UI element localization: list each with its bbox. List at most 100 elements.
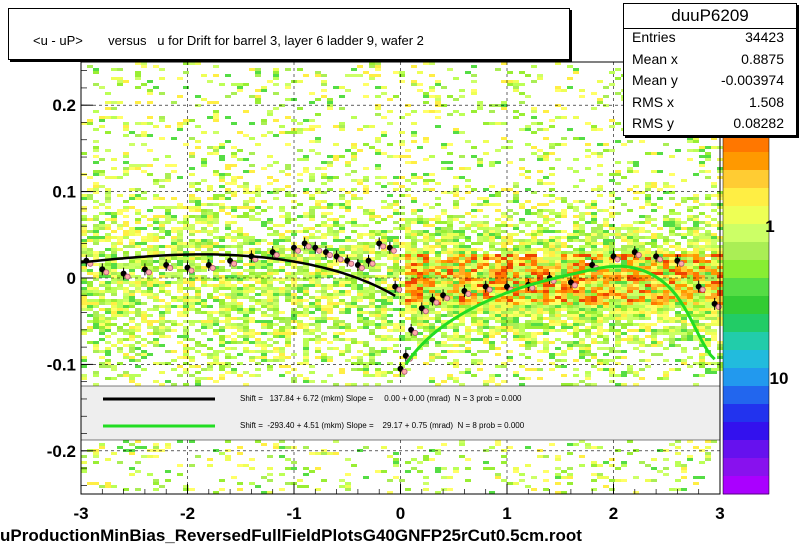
heatmap-cell: [393, 290, 399, 293]
heatmap-cell: [219, 302, 225, 305]
heatmap-cell: [489, 329, 495, 332]
heatmap-cell: [681, 317, 687, 320]
heatmap-cell: [507, 242, 513, 245]
heatmap-cell: [405, 299, 411, 302]
heatmap-cell: [585, 287, 591, 290]
heatmap-cell: [297, 296, 303, 299]
heatmap-cell: [531, 326, 537, 329]
heatmap-cell: [249, 197, 255, 200]
heatmap-cell: [159, 206, 165, 209]
heatmap-cell: [687, 158, 693, 161]
heatmap-cell: [321, 452, 327, 455]
heatmap-cell: [651, 185, 657, 188]
heatmap-cell: [603, 305, 609, 308]
heatmap-cell: [267, 314, 273, 317]
heatmap-cell: [489, 308, 495, 311]
heatmap-cell: [231, 296, 237, 299]
heatmap-cell: [579, 278, 585, 281]
heatmap-cell: [537, 209, 543, 212]
heatmap-cell: [405, 104, 411, 107]
heatmap-cell: [123, 230, 129, 233]
heatmap-cell: [111, 308, 117, 311]
heatmap-cell: [141, 227, 147, 230]
heatmap-cell: [423, 224, 429, 227]
heatmap-cell: [177, 323, 183, 326]
heatmap-cell: [471, 359, 477, 362]
heatmap-cell: [591, 332, 597, 335]
heatmap-cell: [561, 299, 567, 302]
heatmap-cell: [93, 374, 99, 377]
heatmap-cell: [123, 329, 129, 332]
heatmap-cell: [225, 293, 231, 296]
heatmap-cell: [663, 248, 669, 251]
heatmap-cell: [237, 305, 243, 308]
heatmap-cell: [507, 446, 513, 449]
heatmap-cell: [507, 71, 513, 74]
heatmap-cell: [237, 290, 243, 293]
heatmap-cell: [375, 326, 381, 329]
heatmap-cell: [405, 257, 411, 260]
heatmap-cell: [393, 296, 399, 299]
heatmap-cell: [207, 314, 213, 317]
heatmap-cell: [219, 206, 225, 209]
heatmap-cell: [411, 218, 417, 221]
heatmap-cell: [525, 188, 531, 191]
heatmap-cell: [615, 284, 621, 287]
heatmap-cell: [387, 257, 393, 260]
heatmap-cell: [399, 329, 405, 332]
heatmap-cell: [297, 122, 303, 125]
heatmap-cell: [231, 317, 237, 320]
heatmap-cell: [195, 296, 201, 299]
heatmap-cell: [237, 329, 243, 332]
heatmap-cell: [261, 122, 267, 125]
heatmap-cell: [537, 233, 543, 236]
heatmap-cell: [633, 383, 639, 386]
heatmap-cell: [669, 329, 675, 332]
heatmap-cell: [111, 263, 117, 266]
heatmap-cell: [93, 218, 99, 221]
heatmap-cell: [579, 320, 585, 323]
heatmap-cell: [471, 308, 477, 311]
heatmap-cell: [381, 86, 387, 89]
heatmap-cell: [303, 236, 309, 239]
heatmap-cell: [93, 278, 99, 281]
heatmap-cell: [87, 290, 93, 293]
heatmap-cell: [417, 446, 423, 449]
heatmap-cell: [465, 212, 471, 215]
heatmap-cell: [243, 383, 249, 386]
heatmap-cell: [189, 251, 195, 254]
heatmap-cell: [621, 299, 627, 302]
heatmap-cell: [309, 194, 315, 197]
heatmap-cell: [129, 311, 135, 314]
heatmap-cell: [549, 356, 555, 359]
heatmap-cell: [225, 326, 231, 329]
heatmap-cell: [501, 299, 507, 302]
heatmap-cell: [405, 281, 411, 284]
heatmap-cell: [543, 326, 549, 329]
heatmap-cell: [399, 284, 405, 287]
heatmap-cell: [225, 335, 231, 338]
heatmap-cell: [165, 326, 171, 329]
heatmap-cell: [669, 284, 675, 287]
heatmap-cell: [627, 341, 633, 344]
heatmap-cell: [681, 281, 687, 284]
heatmap-cell: [345, 149, 351, 152]
heatmap-cell: [189, 338, 195, 341]
heatmap-cell: [117, 305, 123, 308]
heatmap-cell: [273, 323, 279, 326]
heatmap-cell: [279, 365, 285, 368]
heatmap-cell: [147, 314, 153, 317]
heatmap-cell: [471, 299, 477, 302]
heatmap-cell: [543, 323, 549, 326]
heatmap-cell: [345, 473, 351, 476]
heatmap-cell: [609, 173, 615, 176]
heatmap-cell: [537, 239, 543, 242]
heatmap-cell: [267, 305, 273, 308]
heatmap-cell: [201, 209, 207, 212]
heatmap-cell: [651, 293, 657, 296]
heatmap-cell: [369, 359, 375, 362]
heatmap-cell: [657, 353, 663, 356]
heatmap-cell: [315, 113, 321, 116]
heatmap-cell: [381, 317, 387, 320]
